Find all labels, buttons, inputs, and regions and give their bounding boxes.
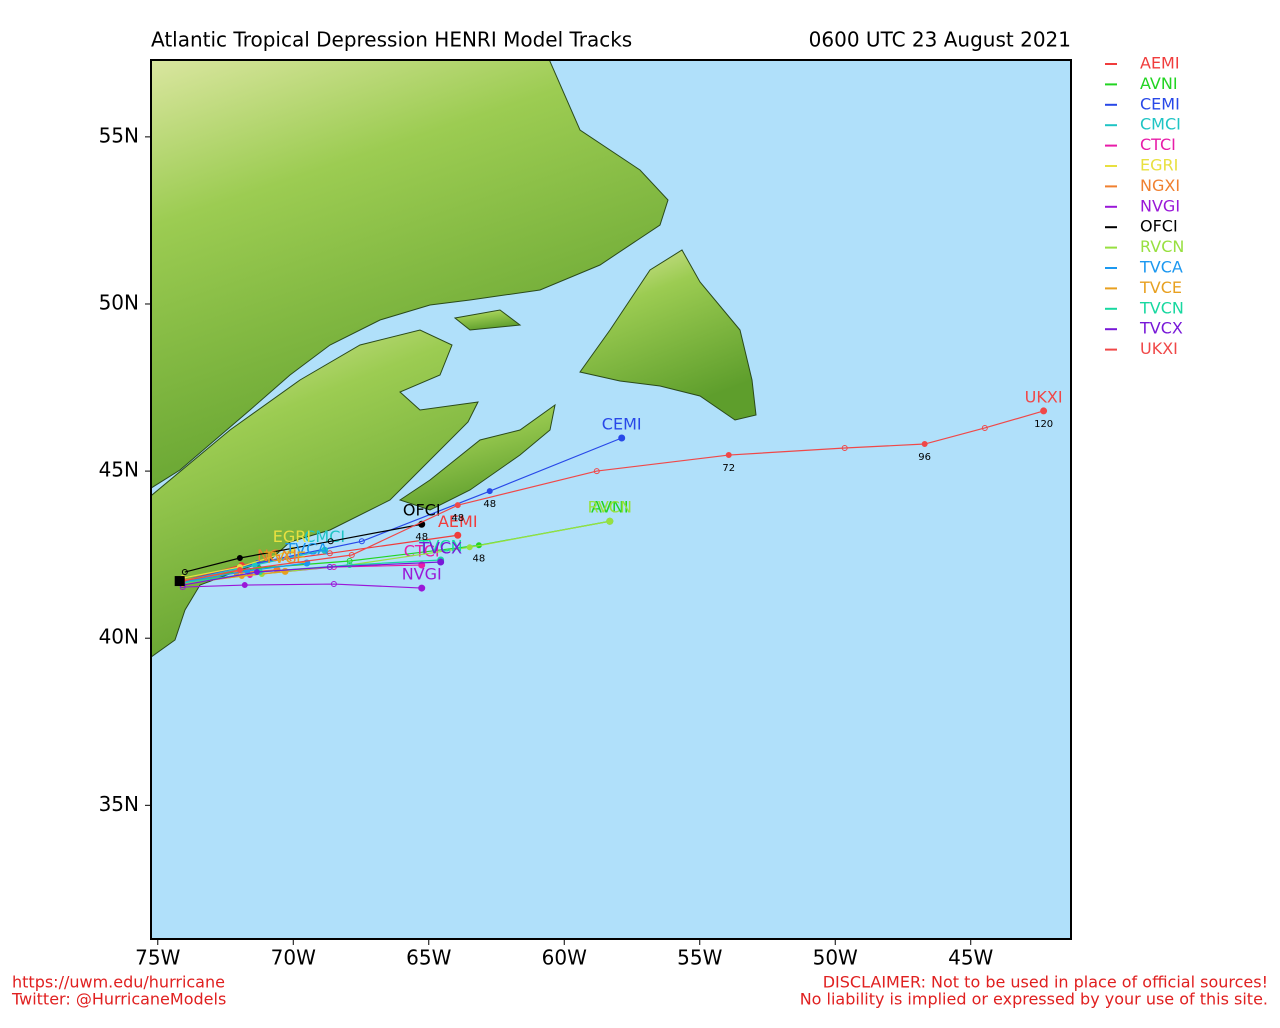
track-point	[606, 517, 614, 525]
x-tick-label: 70W	[271, 946, 316, 970]
track-point	[418, 584, 426, 592]
track-point	[841, 445, 848, 452]
track-point	[981, 424, 988, 431]
legend-label: NGXI	[1140, 176, 1180, 195]
legend-label: CMCI	[1140, 115, 1181, 134]
legend-label: CEMI	[1140, 94, 1180, 113]
track-point	[454, 502, 461, 509]
x-tick-label: 65W	[406, 946, 451, 970]
legend-label: AEMI	[1140, 54, 1180, 73]
track-point	[348, 551, 355, 558]
track-point	[486, 488, 493, 495]
hour-label: 48	[473, 553, 486, 564]
track-point	[236, 554, 243, 561]
hour-label: 48	[483, 499, 496, 510]
track-point	[253, 569, 260, 576]
nova-scotia	[398, 403, 556, 511]
legend-label: OFCI	[1140, 217, 1178, 236]
track-name: EGRI	[273, 527, 311, 546]
map-datetime: 0600 UTC 23 August 2021	[809, 28, 1071, 52]
x-tick-label: 45W	[948, 946, 993, 970]
anticosti	[453, 309, 522, 331]
track-point	[181, 569, 188, 576]
track-point	[281, 567, 289, 575]
track-point	[466, 544, 473, 551]
x-tick-label: 55W	[677, 946, 722, 970]
track-name: NVGI	[402, 565, 442, 584]
track-name: UKXI	[1025, 387, 1063, 406]
hour-label: 48	[415, 532, 428, 543]
track-point	[358, 538, 365, 545]
newfoundland	[579, 249, 757, 421]
track-name: TVCX	[418, 538, 462, 557]
track-point	[346, 557, 353, 564]
track-name: AEMI	[438, 512, 478, 531]
y-tick-label: 50N	[99, 290, 139, 314]
mainland-north	[151, 60, 669, 489]
track-line	[182, 534, 458, 582]
track-point	[241, 582, 248, 589]
legend-label: AVNI	[1140, 74, 1178, 93]
track-line	[182, 437, 622, 582]
track-point	[618, 434, 626, 442]
track-line	[184, 523, 422, 573]
legend-label: NVGI	[1140, 196, 1180, 215]
x-tick-label: 60W	[542, 946, 587, 970]
legend-label: CTCI	[1140, 135, 1176, 154]
track-name: TVCN	[418, 536, 463, 555]
legend-label: EGRI	[1140, 156, 1178, 175]
track-point	[437, 558, 445, 566]
x-tick-label: 75W	[135, 946, 180, 970]
track-point	[346, 562, 353, 569]
legend-label: TVCX	[1139, 319, 1183, 338]
footer-twitter: Twitter: @HurricaneModels	[11, 990, 226, 1009]
track-name: CEMI	[602, 415, 642, 434]
track-point	[326, 564, 333, 571]
track-point	[327, 538, 334, 545]
legend-label: RVCN	[1140, 237, 1184, 256]
map-frame	[150, 59, 1072, 940]
hour-label: 96	[918, 452, 931, 463]
y-tick-label: 55N	[99, 123, 139, 147]
track-line	[182, 410, 1044, 582]
track-name: TVCA	[284, 540, 328, 559]
track-point	[326, 550, 333, 557]
legend-label: TVCA	[1139, 258, 1183, 277]
track-point	[321, 546, 329, 554]
footer-disclaimer: DISCLAIMER: Not to be used in place of o…	[823, 973, 1268, 992]
y-tick-label: 35N	[99, 792, 139, 816]
track-point	[725, 452, 732, 459]
track-name: RVCN	[588, 498, 632, 517]
track-point	[454, 531, 462, 539]
map-title: Atlantic Tropical Depression HENRI Model…	[151, 28, 632, 52]
track-name: NGXI	[257, 546, 297, 565]
track-point	[593, 468, 600, 475]
footer-url: https://uwm.edu/hurricane	[12, 973, 225, 992]
legend-label: TVCN	[1139, 298, 1184, 317]
y-tick-label: 40N	[99, 625, 139, 649]
hour-label: 72	[722, 463, 735, 474]
hour-label: 120	[1034, 419, 1053, 430]
track-line	[182, 583, 422, 589]
track-point	[236, 567, 243, 574]
legend-label: TVCE	[1139, 278, 1182, 297]
mainland-south	[151, 329, 479, 658]
storm-start	[174, 576, 185, 587]
track-point	[921, 441, 928, 448]
land	[151, 60, 757, 658]
footer-liability: No liability is implied or expressed by …	[800, 990, 1268, 1009]
track-name: OFCI	[403, 501, 441, 520]
x-tick-label: 50W	[813, 946, 858, 970]
y-tick-label: 45N	[99, 458, 139, 482]
legend-label: UKXI	[1140, 339, 1178, 358]
track-point	[330, 581, 337, 588]
track-name: AVNI	[591, 498, 629, 517]
hour-label: 48	[451, 513, 464, 524]
track-point	[1040, 407, 1048, 415]
track-line	[182, 561, 441, 586]
